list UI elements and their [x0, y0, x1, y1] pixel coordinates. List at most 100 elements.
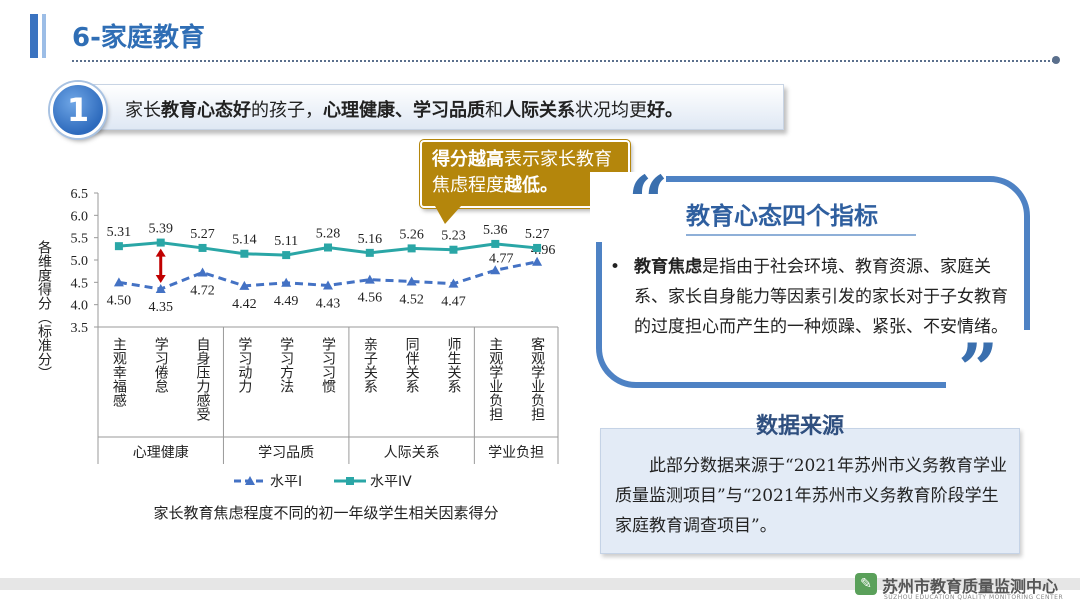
x-tick-label: 自身压力感受: [195, 337, 211, 421]
definition-term: 教育焦虑: [634, 257, 702, 277]
data-point-marker: [155, 284, 166, 294]
data-point-marker: [532, 256, 543, 266]
data-point-marker: [324, 243, 332, 252]
callout-emphasis: 得分越高: [432, 149, 504, 170]
line-chart: 3.5 4.0 4.5 5.0 5.5 6.0 6.5 各维度得分（标准分） 主观幸福感 学习倦怠…: [36, 187, 559, 522]
key-point-part: 的孩子，: [251, 100, 323, 121]
chart-caption: 家长教育焦虑程度不同的初一年级学生相关因素得分: [153, 504, 498, 522]
group-label: 人际关系: [384, 445, 440, 461]
data-label: 5.39: [148, 222, 173, 237]
open-quote-icon: “: [628, 160, 669, 243]
org-name: 苏州市教育质量监测中心: [882, 577, 1059, 596]
indicator-panel-divider: [686, 234, 916, 236]
data-label: 4.50: [107, 293, 132, 308]
key-point-number-badge: 1: [50, 82, 106, 138]
data-point-marker: [448, 278, 459, 288]
definition-paragraph: 教育焦虑是指由于社会环境、教育资源、家庭关系、家长自身能力等因素引发的家长对于子…: [610, 252, 1020, 342]
y-tick-label: 6.5: [71, 187, 89, 202]
y-tick-label: 4.5: [71, 276, 89, 291]
data-label: 5.28: [316, 226, 341, 241]
x-tick-label: 客观学业负担: [529, 336, 545, 421]
key-point-part: 和: [485, 100, 503, 121]
title-accent-bar-light: [42, 14, 46, 58]
data-label: 5.27: [525, 227, 550, 242]
data-point-marker: [490, 265, 501, 275]
data-point-marker: [364, 274, 375, 284]
data-point-marker: [406, 276, 417, 286]
indicator-panel-frame: [596, 176, 1030, 388]
x-tick-label: 学习习惯: [320, 337, 336, 393]
panel-frame-gap: [590, 172, 666, 242]
data-point-marker: [239, 280, 250, 290]
data-source-box: 此部分数据来源于“2021年苏州市义务教育学业质量监测项目”与“2021年苏州市…: [600, 428, 1020, 554]
callout-pointer: [435, 206, 461, 224]
key-point-emphasis: 心理健康、学习品质: [323, 100, 485, 121]
legend-marker-level-1: [245, 476, 255, 485]
x-tick-label: 主观幸福感: [111, 337, 127, 407]
data-label: 5.23: [441, 229, 466, 244]
data-label: 4.42: [232, 297, 257, 312]
indicator-panel-title: 教育心态四个指标: [686, 202, 878, 230]
y-tick-label: 5.5: [71, 232, 89, 247]
data-label: 4.72: [190, 284, 215, 299]
title-divider-dot: [1052, 56, 1060, 64]
data-point-marker: [114, 242, 123, 251]
data-point-marker: [323, 280, 333, 290]
bullet-icon: •: [610, 257, 621, 277]
data-point-marker: [533, 243, 542, 252]
legend-label: 水平I: [270, 474, 302, 490]
x-tick-label: 同伴关系: [404, 337, 420, 393]
data-label: 4.43: [316, 296, 341, 311]
panel-frame-gap: [946, 330, 1036, 394]
data-label: 4.35: [148, 300, 173, 315]
data-point-marker: [407, 244, 416, 253]
title-divider: [72, 60, 1058, 62]
key-point-text: 家长教育心态好的孩子，心理健康、学习品质和人际关系状况均更好。: [125, 96, 683, 122]
x-tick-label: 亲子关系: [362, 337, 378, 393]
legend-label: 水平IV: [370, 474, 412, 490]
data-source-text: 此部分数据来源于“2021年苏州市义务教育学业质量监测项目”与“2021年苏州市…: [615, 456, 1007, 536]
page-title: 6-家庭教育: [72, 23, 205, 53]
x-tick-label: 师生关系: [445, 337, 461, 393]
data-label: 5.26: [399, 227, 424, 242]
title-accent-bar: [30, 14, 38, 58]
gap-arrow-head-up: [155, 248, 166, 257]
data-point-marker: [491, 239, 500, 248]
data-point-marker: [156, 238, 165, 247]
key-point-part: 家长: [125, 100, 161, 121]
footer-bar: [0, 578, 1080, 590]
close-quote-icon: ”: [958, 328, 999, 411]
x-tick-label: 学习动力: [236, 337, 252, 394]
data-point-marker: [281, 277, 292, 287]
org-name-en: SUZHOU EDUCATION QUALITY MONITORING CENT…: [884, 594, 1064, 601]
group-label: 学习品质: [258, 445, 314, 461]
key-point-part: 状况均更: [575, 100, 647, 121]
data-point-marker: [449, 245, 458, 254]
data-point-marker: [282, 251, 291, 260]
data-point-marker: [240, 249, 249, 258]
gap-arrow-head-down: [155, 275, 166, 284]
legend-marker-level-4: [346, 477, 354, 485]
data-label: 5.27: [190, 227, 215, 242]
data-label: 5.31: [107, 225, 132, 240]
y-axis-title: 各维度得分（标准分）: [36, 240, 52, 380]
data-label: 5.11: [274, 234, 298, 249]
data-point-marker: [113, 277, 124, 287]
data-point-marker: [197, 267, 208, 277]
indicator-panel-body: • 教育焦虑是指由于社会环境、教育资源、家庭关系、家长自身能力等因素引发的家长对…: [610, 252, 1020, 342]
y-tick-label: 5.0: [71, 254, 89, 269]
data-point-marker: [365, 248, 374, 257]
data-label: 5.16: [358, 232, 383, 247]
group-label: 学业负担: [488, 445, 544, 461]
x-tick-label: 主观学业负担: [487, 337, 503, 421]
y-tick-label: 4.0: [71, 299, 89, 314]
x-tick-label: 学习方法: [278, 337, 294, 393]
key-point-emphasis: 人际关系: [503, 100, 575, 121]
group-label: 心理健康: [133, 444, 189, 461]
data-label: 5.36: [483, 223, 508, 238]
data-source-title: 数据来源: [756, 414, 845, 439]
definition-text: 是指由于社会环境、教育资源、家庭关系、家长自身能力等因素引发的家长对于子女教育的…: [634, 257, 1008, 337]
key-point-emphasis: 好。: [647, 100, 683, 121]
data-label: 4.56: [358, 291, 383, 306]
key-point-box: 家长教育心态好的孩子，心理健康、学习品质和人际关系状况均更好。: [68, 84, 784, 130]
